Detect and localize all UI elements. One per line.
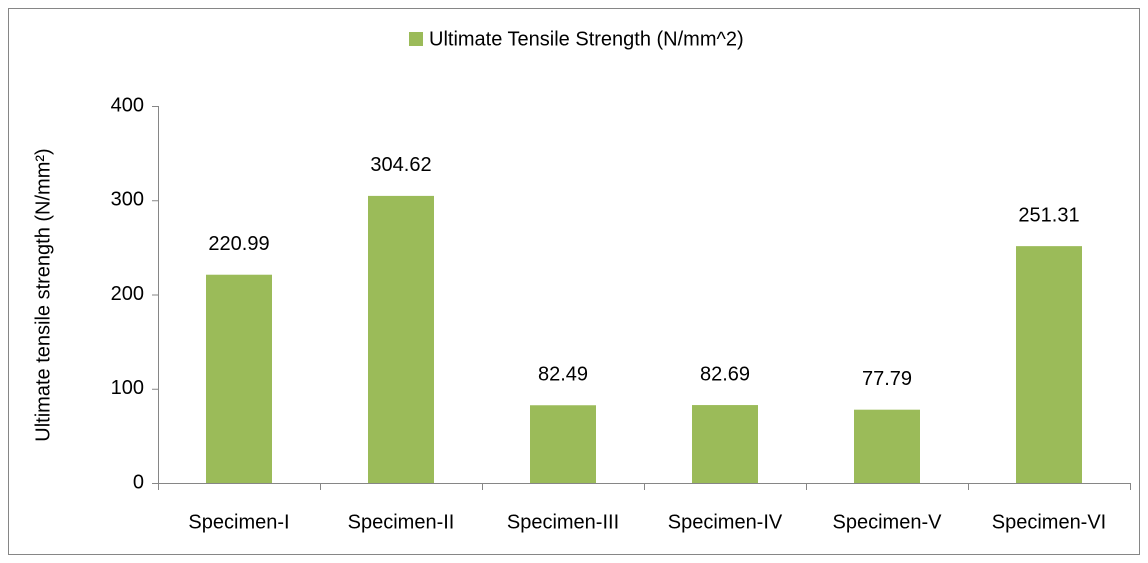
bar [206, 274, 272, 483]
x-tick-label: Specimen-II [348, 511, 455, 533]
bar [854, 409, 920, 483]
y-tick-label: 0 [133, 471, 144, 493]
data-label: 251.31 [1018, 204, 1079, 226]
bar [692, 405, 758, 483]
bar [368, 195, 434, 484]
data-label: 82.49 [538, 364, 588, 386]
y-tick-label: 400 [111, 94, 144, 116]
x-tick-label: Specimen-I [188, 511, 289, 533]
data-label: 82.69 [700, 363, 750, 385]
y-tick-label: 200 [111, 283, 144, 305]
x-tick-label: Specimen-IV [668, 511, 783, 533]
legend-swatch [409, 32, 423, 46]
data-label: 304.62 [370, 154, 431, 176]
x-tick-label: Specimen-V [833, 511, 943, 533]
x-tick-label: Specimen-VI [992, 511, 1107, 533]
data-label: 220.99 [208, 233, 269, 255]
y-tick-label: 300 [111, 189, 144, 211]
y-axis-label: Ultimate tensile strength (N/mm²) [32, 148, 54, 441]
legend-label: Ultimate Tensile Strength (N/mm^2) [429, 28, 744, 50]
data-label: 77.79 [862, 368, 912, 390]
bar [530, 405, 596, 483]
bar [1016, 246, 1082, 483]
x-tick-label: Specimen-III [507, 511, 619, 533]
y-tick-label: 100 [111, 377, 144, 399]
